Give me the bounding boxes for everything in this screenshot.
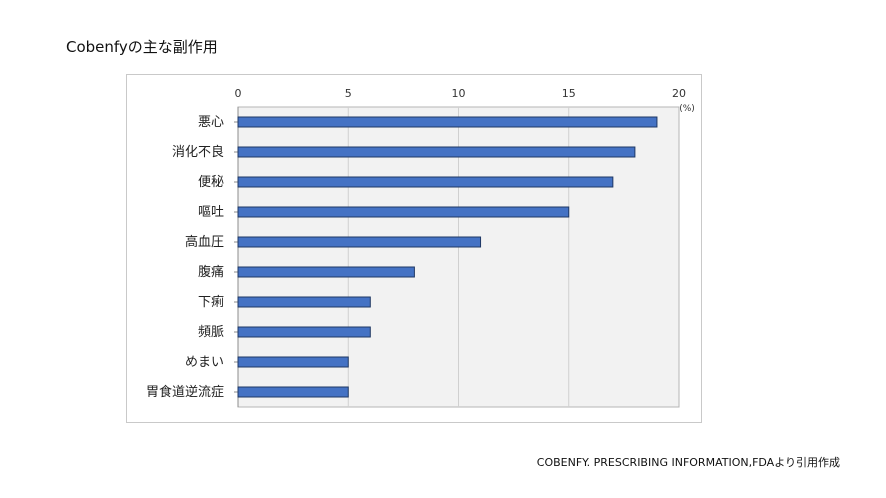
category-label-9: 胃食道逆流症 [146, 384, 224, 400]
bar-5 [237, 266, 415, 278]
category-label-3: 嘔吐 [198, 205, 224, 220]
category-label-8: めまい [185, 355, 224, 370]
bar-2 [237, 176, 614, 188]
x-tick-label-20: 20 [672, 87, 686, 100]
x-tick-label-10: 10 [452, 87, 466, 100]
x-tick-label-0: 0 [235, 87, 242, 100]
category-label-7: 頻脈 [198, 325, 224, 340]
bar-7 [237, 326, 371, 338]
category-label-1: 消化不良 [172, 144, 224, 160]
bar-0 [237, 116, 658, 128]
x-tick-label-15: 15 [562, 87, 576, 100]
category-label-2: 便秘 [198, 175, 224, 190]
category-label-0: 悪心 [198, 115, 224, 130]
x-tick-label-5: 5 [345, 87, 352, 100]
bar-4 [237, 236, 482, 248]
page-title: Cobenfyの主な副作用 [66, 38, 218, 56]
category-label-5: 腹痛 [198, 264, 224, 280]
chart-frame: 0 5 10 15 20 (%) 悪心消化不良便秘嘔吐高血圧腹痛下痢頻脈めまい胃食道逆流症 [126, 74, 702, 423]
bar-8 [237, 356, 349, 368]
source-note: COBENFY. PRESCRIBING INFORMATION,FDAより引用… [536, 456, 840, 469]
bar-3 [237, 206, 570, 218]
bar-6 [237, 296, 371, 308]
category-label-4: 高血圧 [185, 234, 224, 250]
x-unit-label: (%) [679, 104, 695, 114]
bar-9 [237, 386, 349, 398]
bar-1 [237, 146, 636, 158]
category-label-6: 下痢 [198, 294, 224, 310]
